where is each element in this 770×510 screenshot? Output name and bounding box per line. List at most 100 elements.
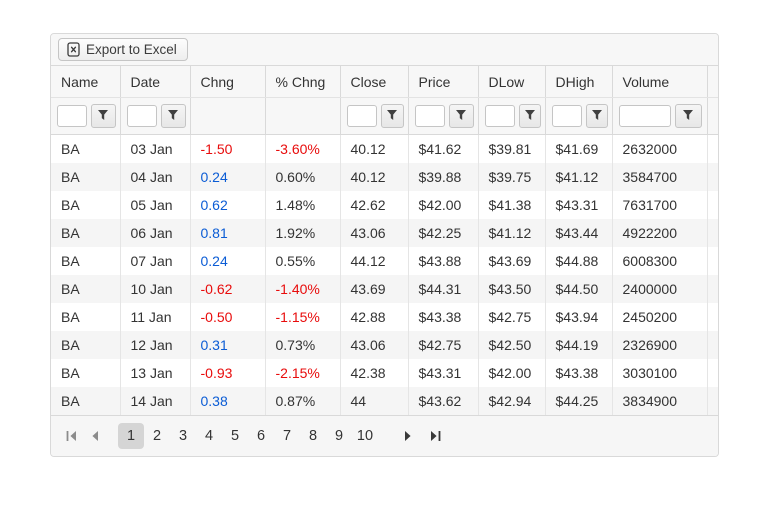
row-filler-cell — [706, 387, 718, 415]
table-row: BA 05 Jan 0.62 1.48% 42.62 $42.00 $41.38 $43.31… — [51, 191, 718, 219]
filter-cell-pct_chng — [264, 97, 340, 135]
pager-page-6[interactable]: 6 — [256, 428, 266, 444]
row-filler-cell — [706, 191, 718, 219]
filter-cell-volume — [611, 97, 707, 135]
filter-cell-dlow — [477, 97, 545, 135]
cell-close: 42.38 — [339, 359, 408, 387]
filter-input-name[interactable] — [57, 105, 87, 127]
column-header-row: Name Date Chng% Chng Close Price DLow DHigh Vol… — [51, 66, 718, 98]
pager-page-10[interactable]: 10 — [356, 428, 374, 444]
filter-input-price[interactable] — [414, 105, 445, 127]
filter-input-dlow[interactable] — [484, 105, 515, 127]
column-header-chng[interactable]: Chng — [189, 66, 265, 98]
cell-volume: 6008300 — [611, 247, 707, 275]
cell-dhigh: $43.31 — [544, 191, 612, 219]
column-header-date[interactable]: Date — [119, 66, 190, 98]
filter-funnel-icon — [455, 109, 467, 124]
cell-volume: 2632000 — [611, 134, 707, 163]
cell-name: BA — [61, 393, 80, 409]
table-row: BA 10 Jan -0.62 -1.40% 43.69 $44.31 $43.50 $44.… — [51, 275, 718, 303]
cell-date: 14 Jan — [119, 387, 190, 415]
pager-next-button[interactable] — [396, 423, 420, 449]
column-header-dhigh[interactable]: DHigh — [544, 66, 612, 98]
column-header-volume[interactable]: Volume — [611, 66, 707, 98]
pager-page-9[interactable]: 9 — [334, 428, 344, 444]
filter-button-dhigh[interactable] — [585, 104, 608, 128]
cell-close: 43.06 — [339, 219, 408, 247]
pager-page-3[interactable]: 3 — [178, 428, 188, 444]
pager-prev-icon — [91, 431, 99, 441]
cell-dhigh: $44.25 — [544, 387, 612, 415]
pager-page-2[interactable]: 2 — [152, 428, 162, 444]
filter-input-dhigh[interactable] — [551, 105, 582, 127]
cell-name: BA — [61, 365, 80, 381]
table-row: BA 12 Jan 0.31 0.73% 43.06 $42.75 $42.50 $44.19… — [51, 331, 718, 359]
row-filler-cell — [706, 163, 718, 191]
pager-prev-button[interactable] — [83, 423, 107, 449]
filter-input-close[interactable] — [346, 105, 377, 127]
pager-page-5[interactable]: 5 — [230, 428, 240, 444]
cell-date: 06 Jan — [119, 219, 190, 247]
cell-dhigh: $44.88 — [544, 247, 612, 275]
cell-price: $39.88 — [407, 163, 478, 191]
pager-page-4[interactable]: 4 — [204, 428, 214, 444]
cell-dhigh: $44.19 — [544, 331, 612, 359]
pager-pages: 1 2 3 4 5 6 7 8 9 10 — [118, 423, 378, 449]
cell-date: 13 Jan — [119, 359, 190, 387]
cell-chng: -0.50 — [189, 303, 265, 331]
row-filler-cell — [706, 303, 718, 331]
column-header-close[interactable]: Close — [339, 66, 408, 98]
cell-chng: -1.50 — [189, 134, 265, 163]
cell-pct_chng: -3.60% — [264, 134, 340, 163]
filter-input-volume[interactable] — [618, 105, 671, 127]
table-row: BA 14 Jan 0.38 0.87% 44 $43.62 $42.94 $44.25 383… — [51, 387, 718, 415]
filter-button-dlow[interactable] — [518, 104, 541, 128]
cell-name: BA — [61, 225, 80, 241]
cell-date: 05 Jan — [119, 191, 190, 219]
filter-cell-price — [407, 97, 478, 135]
row-filler-cell — [706, 359, 718, 387]
cell-volume: 2400000 — [611, 275, 707, 303]
filter-cell-close — [339, 97, 408, 135]
cell-name: BA — [61, 337, 80, 353]
pager-last-button[interactable] — [423, 423, 447, 449]
cell-chng: -0.93 — [189, 359, 265, 387]
cell-pct_chng: 0.55% — [264, 247, 340, 275]
filter-button-volume[interactable] — [674, 104, 702, 128]
filter-button-date[interactable] — [160, 104, 186, 128]
cell-name: BA — [61, 309, 80, 325]
cell-pct_chng: -1.15% — [264, 303, 340, 331]
cell-date: 04 Jan — [119, 163, 190, 191]
pager-page-1[interactable]: 1 — [118, 423, 144, 449]
filter-filler-cell — [706, 97, 718, 135]
filter-button-price[interactable] — [448, 104, 474, 128]
pager-first-button[interactable] — [59, 423, 83, 449]
grid-body: BA 03 Jan -1.50 -3.60% 40.12 $41.62 $39.81 $41.… — [51, 134, 718, 415]
cell-chng: 0.31 — [189, 331, 265, 359]
pager-next-group — [396, 423, 447, 449]
column-header-dlow[interactable]: DLow — [477, 66, 545, 98]
cell-price: $42.00 — [407, 191, 478, 219]
cell-date: 03 Jan — [119, 134, 190, 163]
column-header-name[interactable]: Name — [51, 66, 120, 98]
cell-chng: 0.38 — [189, 387, 265, 415]
table-row: BA 04 Jan 0.24 0.60% 40.12 $39.88 $39.75 $41.12… — [51, 163, 718, 191]
filter-input-date[interactable] — [126, 105, 157, 127]
cell-dlow: $42.50 — [477, 331, 545, 359]
cell-volume: 2450200 — [611, 303, 707, 331]
cell-chng: 0.24 — [189, 163, 265, 191]
cell-price: $42.75 — [407, 331, 478, 359]
pager-page-7[interactable]: 7 — [282, 428, 292, 444]
column-header-price[interactable]: Price — [407, 66, 478, 98]
cell-dlow: $42.75 — [477, 303, 545, 331]
filter-button-close[interactable] — [380, 104, 404, 128]
cell-dhigh: $43.44 — [544, 219, 612, 247]
cell-name: BA — [61, 253, 80, 269]
cell-pct_chng: 0.60% — [264, 163, 340, 191]
column-header-pct_chng[interactable]: % Chng — [264, 66, 340, 98]
cell-pct_chng: 1.92% — [264, 219, 340, 247]
cell-date: 11 Jan — [119, 303, 190, 331]
export-to-excel-button[interactable]: Export to Excel — [58, 38, 188, 61]
pager-page-8[interactable]: 8 — [308, 428, 318, 444]
filter-button-name[interactable] — [91, 104, 116, 128]
